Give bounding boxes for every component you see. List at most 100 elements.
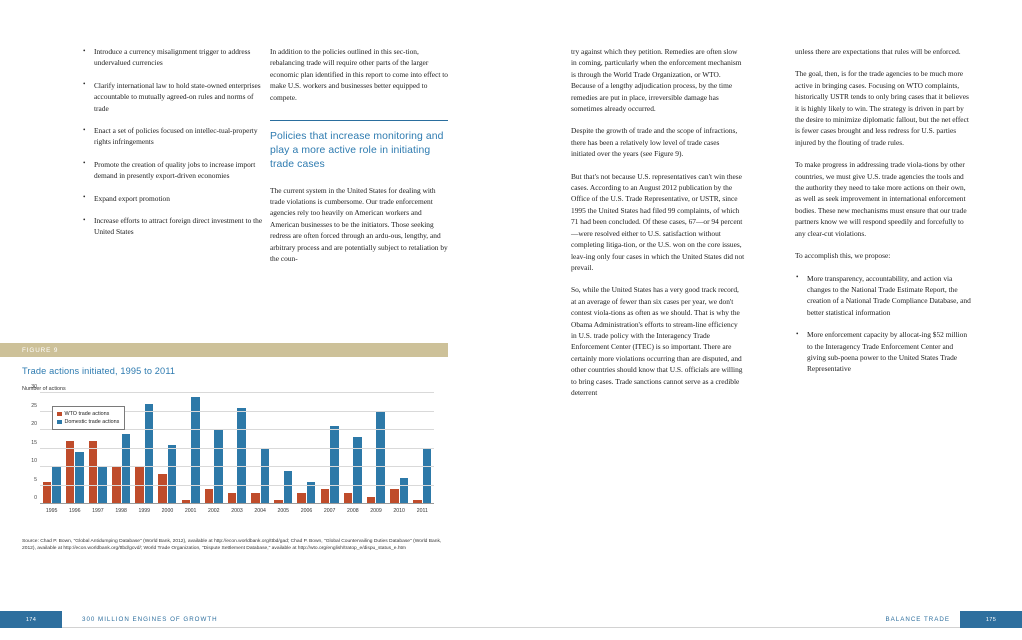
paragraph: To make progress in addressing trade vio…: [795, 160, 967, 238]
list-item: Expand export promotion: [82, 192, 264, 204]
x-axis-tick-label: 2006: [300, 508, 313, 514]
bar-group: [63, 393, 86, 504]
x-axis-tick-label: 1996: [68, 508, 81, 514]
gridline: [40, 503, 434, 504]
bar-group: [156, 393, 179, 504]
bar-group: [225, 393, 248, 504]
x-axis-tick-label: 2005: [277, 508, 290, 514]
bar: [65, 441, 75, 504]
bar-group: [272, 393, 295, 504]
bar-group: [249, 393, 272, 504]
text-column-4: unless there are expectations that rules…: [795, 46, 973, 386]
x-axis-tick-label: 2008: [347, 508, 359, 514]
x-axis-tick-label: 2002: [208, 508, 220, 514]
figure-block: FIGURE 9 Trade actions initiated, 1995 t…: [0, 343, 448, 518]
bar-group: [388, 393, 411, 504]
bar: [353, 437, 362, 504]
y-axis-tick-label: 10: [31, 458, 37, 465]
bar: [75, 452, 84, 504]
chart-title: Trade actions initiated, 1995 to 2011: [22, 366, 176, 376]
x-axis-tick-label: 2010: [393, 508, 405, 514]
figure-source-note: Source: Chad P. Bown, "Global Antidumpin…: [22, 539, 442, 551]
list-item: Clarify international law to hold state-…: [82, 79, 264, 114]
chart-legend: WTO trade actions Domestic trade actions: [52, 406, 126, 430]
paragraph: So, while the United States has a very g…: [571, 285, 743, 397]
gridline: [40, 484, 434, 486]
x-axis-tick-label: 2004: [254, 508, 266, 514]
paragraph-intro: In addition to the policies outlined in …: [270, 47, 449, 102]
x-axis-tick-label: 1995: [45, 508, 58, 514]
list-item: More enforcement capacity by allocat-ing…: [795, 329, 973, 375]
bar-group: [318, 393, 341, 504]
plot-area: 0 5 10 15 20 25 30: [31, 384, 434, 504]
bar: [413, 500, 422, 504]
paragraph-body: The current system in the United States …: [270, 185, 448, 264]
bar: [227, 492, 237, 504]
gridline: [40, 429, 434, 431]
legend-swatch-icon: [57, 419, 62, 425]
section-heading: Policies that increase monitoring and pl…: [270, 120, 448, 173]
list-item: Introduce a currency misalignment trigge…: [82, 46, 264, 69]
x-axis-tick-label: 2001: [184, 508, 197, 514]
bar: [366, 496, 376, 504]
list-item: More transparency, accountability, and a…: [795, 272, 973, 319]
y-axis-tick-label: 30: [31, 384, 37, 390]
policy-bullet-list-left: Introduce a currency misalignment trigge…: [82, 46, 264, 238]
gridline: [40, 466, 434, 468]
paragraph: The goal, then, is for the trade agencie…: [795, 69, 969, 147]
bar: [237, 407, 246, 504]
bar: [167, 444, 177, 504]
x-axis-tick-label: 2007: [323, 508, 336, 514]
text-column-2: In addition to the policies outlined in …: [270, 46, 448, 275]
bar-group: [341, 393, 364, 504]
y-axis-tick-label: 15: [31, 439, 37, 446]
y-axis-label: Number of actions: [22, 386, 66, 392]
list-item: Increase efforts to attract foreign dire…: [82, 215, 264, 238]
y-axis-tick-label: 0: [34, 495, 37, 501]
legend-label: Domestic trade actions: [64, 419, 120, 425]
list-item: Enact a set of policies focused on intel…: [82, 125, 264, 148]
y-axis-tick-label: 25: [31, 402, 37, 409]
bar: [42, 481, 52, 504]
bar: [283, 470, 293, 504]
paragraph: But that's not because U.S. representati…: [571, 171, 745, 272]
bar: [191, 396, 200, 504]
x-axis-tick-label: 1998: [115, 508, 127, 514]
bar: [343, 492, 353, 504]
paragraph: unless there are expectations that rules…: [795, 47, 961, 56]
y-axis-tick-label: 5: [34, 476, 37, 483]
bar: [158, 474, 167, 504]
x-axis-tick-label: 2009: [370, 508, 382, 514]
x-axis-tick-label: 2011: [416, 508, 428, 514]
bar: [260, 448, 270, 504]
page-number-left: 174: [0, 611, 62, 628]
text-column-1: Introduce a currency misalignment trigge…: [82, 46, 264, 249]
running-title-left: 300 MILLION ENGINES OF GROWTH: [82, 616, 218, 623]
bar: [251, 492, 260, 504]
bar: [376, 411, 385, 504]
paragraph: Despite the growth of trade and the scop…: [571, 126, 738, 159]
legend-entry-wto: WTO trade actions: [57, 410, 119, 418]
bar: [88, 441, 98, 504]
bar: [274, 500, 283, 504]
bar: [144, 404, 154, 504]
gridline: [40, 392, 434, 393]
gridline: [40, 410, 434, 412]
x-axis-tick-label: 1999: [138, 508, 151, 514]
list-item: Promote the creation of quality jobs to …: [82, 158, 264, 182]
bar-group: [295, 393, 318, 504]
bar: [320, 489, 330, 504]
figure-banner: FIGURE 9: [0, 343, 448, 357]
y-axis-tick-label: 20: [31, 421, 37, 428]
bar: [390, 489, 399, 504]
page-number-right: 175: [960, 611, 1022, 628]
bar: [181, 500, 191, 504]
x-axis-tick-labels: 1995 1996 1997 1998 1999 2000 2001 2002 2003 2004…: [40, 505, 434, 518]
bar: [297, 492, 306, 504]
x-axis-tick-label: 1997: [92, 508, 104, 514]
figure-label: FIGURE 9: [22, 346, 59, 354]
legend-label: WTO trade actions: [64, 411, 110, 417]
bar: [422, 448, 432, 504]
bar: [204, 489, 214, 504]
